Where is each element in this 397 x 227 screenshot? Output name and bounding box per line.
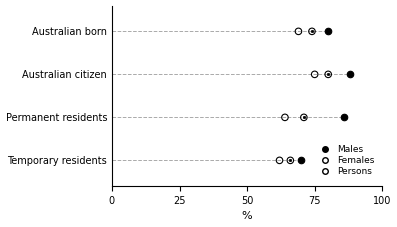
Point — [287, 158, 293, 162]
Point — [325, 73, 331, 76]
Point — [298, 158, 304, 162]
Point — [309, 30, 315, 33]
Point — [341, 116, 348, 119]
Point — [287, 158, 293, 162]
Legend: Males, Females, Persons: Males, Females, Persons — [312, 141, 378, 180]
Point — [301, 116, 307, 119]
X-axis label: %: % — [242, 211, 252, 222]
Point — [282, 116, 288, 119]
Point — [347, 73, 353, 76]
Point — [309, 30, 315, 33]
Point — [312, 73, 318, 76]
Point — [325, 73, 331, 76]
Point — [325, 30, 331, 33]
Point — [295, 30, 302, 33]
Point — [301, 116, 307, 119]
Point — [276, 158, 283, 162]
